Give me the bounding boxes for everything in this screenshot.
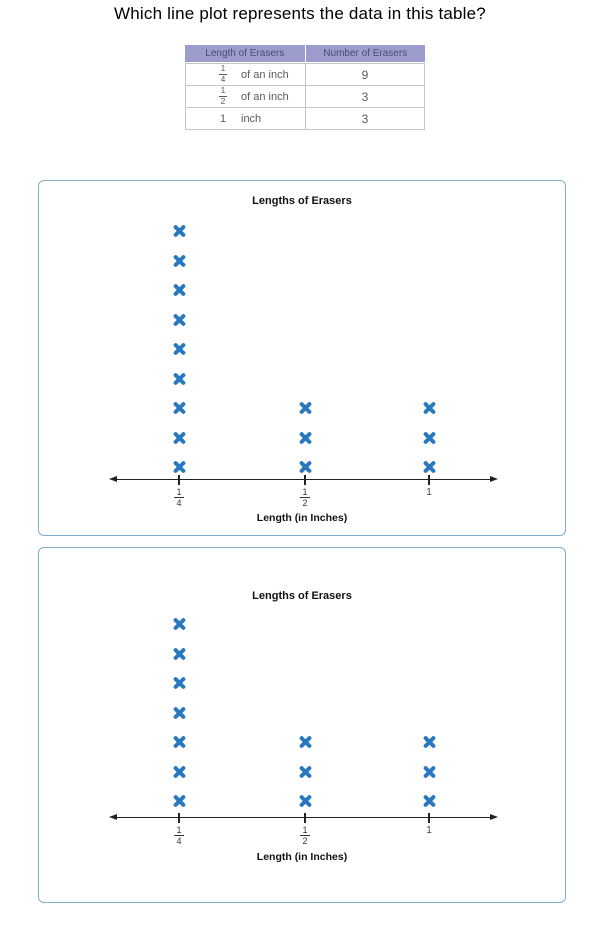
x-marker (172, 764, 187, 779)
length-unit-text: of an inch (241, 90, 289, 103)
x-marker (298, 430, 313, 445)
x-marker (422, 401, 437, 416)
x-marker (172, 342, 187, 357)
x-marker (422, 735, 437, 750)
x-marker (172, 253, 187, 268)
tick-mark (178, 475, 180, 485)
x-marker (172, 430, 187, 445)
table-row: 1 inch 3 (186, 107, 424, 129)
x-marker (172, 735, 187, 750)
length-cell: 1 inch (186, 108, 306, 129)
x-marker (422, 764, 437, 779)
x-marker (422, 460, 437, 475)
x-marker (298, 401, 313, 416)
whole-number: 1 (219, 112, 227, 125)
length-unit-text: inch (241, 112, 262, 125)
length-unit-text: of an inch (241, 68, 289, 81)
right-arrow-icon (490, 814, 498, 820)
chart-title: Lengths of Erasers (252, 195, 352, 207)
number-line (116, 479, 491, 480)
x-axis-label: Length (in Inches) (256, 512, 348, 524)
tick-mark (178, 813, 180, 823)
x-marker (172, 705, 187, 720)
count-cell: 3 (361, 89, 369, 104)
count-cell: 3 (361, 111, 369, 126)
x-marker (172, 460, 187, 475)
x-marker (298, 735, 313, 750)
x-marker (422, 794, 437, 809)
table-header-length: Length of Erasers (185, 45, 305, 62)
x-marker (172, 617, 187, 632)
tick-label: 1 (426, 487, 432, 498)
tick-mark (304, 813, 306, 823)
chart-title: Lengths of Erasers (252, 590, 352, 602)
x-marker (298, 764, 313, 779)
x-marker (298, 460, 313, 475)
x-marker (172, 312, 187, 327)
question-title: Which line plot represents the data in t… (114, 4, 486, 23)
tick-mark (304, 475, 306, 485)
right-arrow-icon (490, 476, 498, 482)
x-marker (172, 224, 187, 239)
number-line (116, 817, 491, 818)
count-cell: 9 (361, 67, 369, 82)
x-marker (172, 371, 187, 386)
tick-mark (428, 475, 430, 485)
x-marker (172, 794, 187, 809)
x-marker (172, 283, 187, 298)
left-arrow-icon (109, 476, 117, 482)
tick-label: 1 (426, 825, 432, 836)
tick-mark (428, 813, 430, 823)
left-arrow-icon (109, 814, 117, 820)
table-header-number: Number of Erasers (305, 45, 425, 62)
x-marker (422, 430, 437, 445)
x-marker (172, 401, 187, 416)
x-marker (172, 676, 187, 691)
x-marker (298, 794, 313, 809)
x-axis-label: Length (in Inches) (256, 851, 348, 863)
x-marker (172, 646, 187, 661)
table-header-row: Length of Erasers Number of Erasers (185, 45, 425, 62)
